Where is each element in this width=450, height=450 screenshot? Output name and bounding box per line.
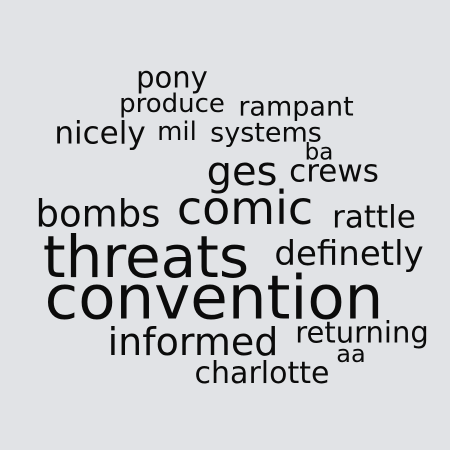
word-pony: pony (136, 60, 208, 95)
word-systems: systems (210, 117, 322, 149)
word-convention: convention (44, 262, 384, 334)
word-threats: threats (42, 223, 250, 291)
word-definetly: definetly (274, 234, 424, 274)
word-rattle: rattle (332, 199, 416, 236)
word-aa: aa (336, 340, 366, 368)
word-charlotte: charlotte (194, 356, 330, 391)
word-rampant: rampant (238, 91, 354, 123)
word-returning: returning (295, 315, 429, 350)
word-crews: crews (289, 153, 379, 190)
word-produce: produce (119, 89, 225, 119)
word-nicely: nicely (54, 115, 146, 152)
word-ges: ges (206, 149, 278, 195)
word-informed: informed (107, 320, 279, 364)
word-bombs: bombs (35, 192, 161, 236)
word-ba: ba (304, 139, 334, 166)
word-mil: mil (157, 117, 197, 147)
word-comic: comic (176, 181, 314, 235)
